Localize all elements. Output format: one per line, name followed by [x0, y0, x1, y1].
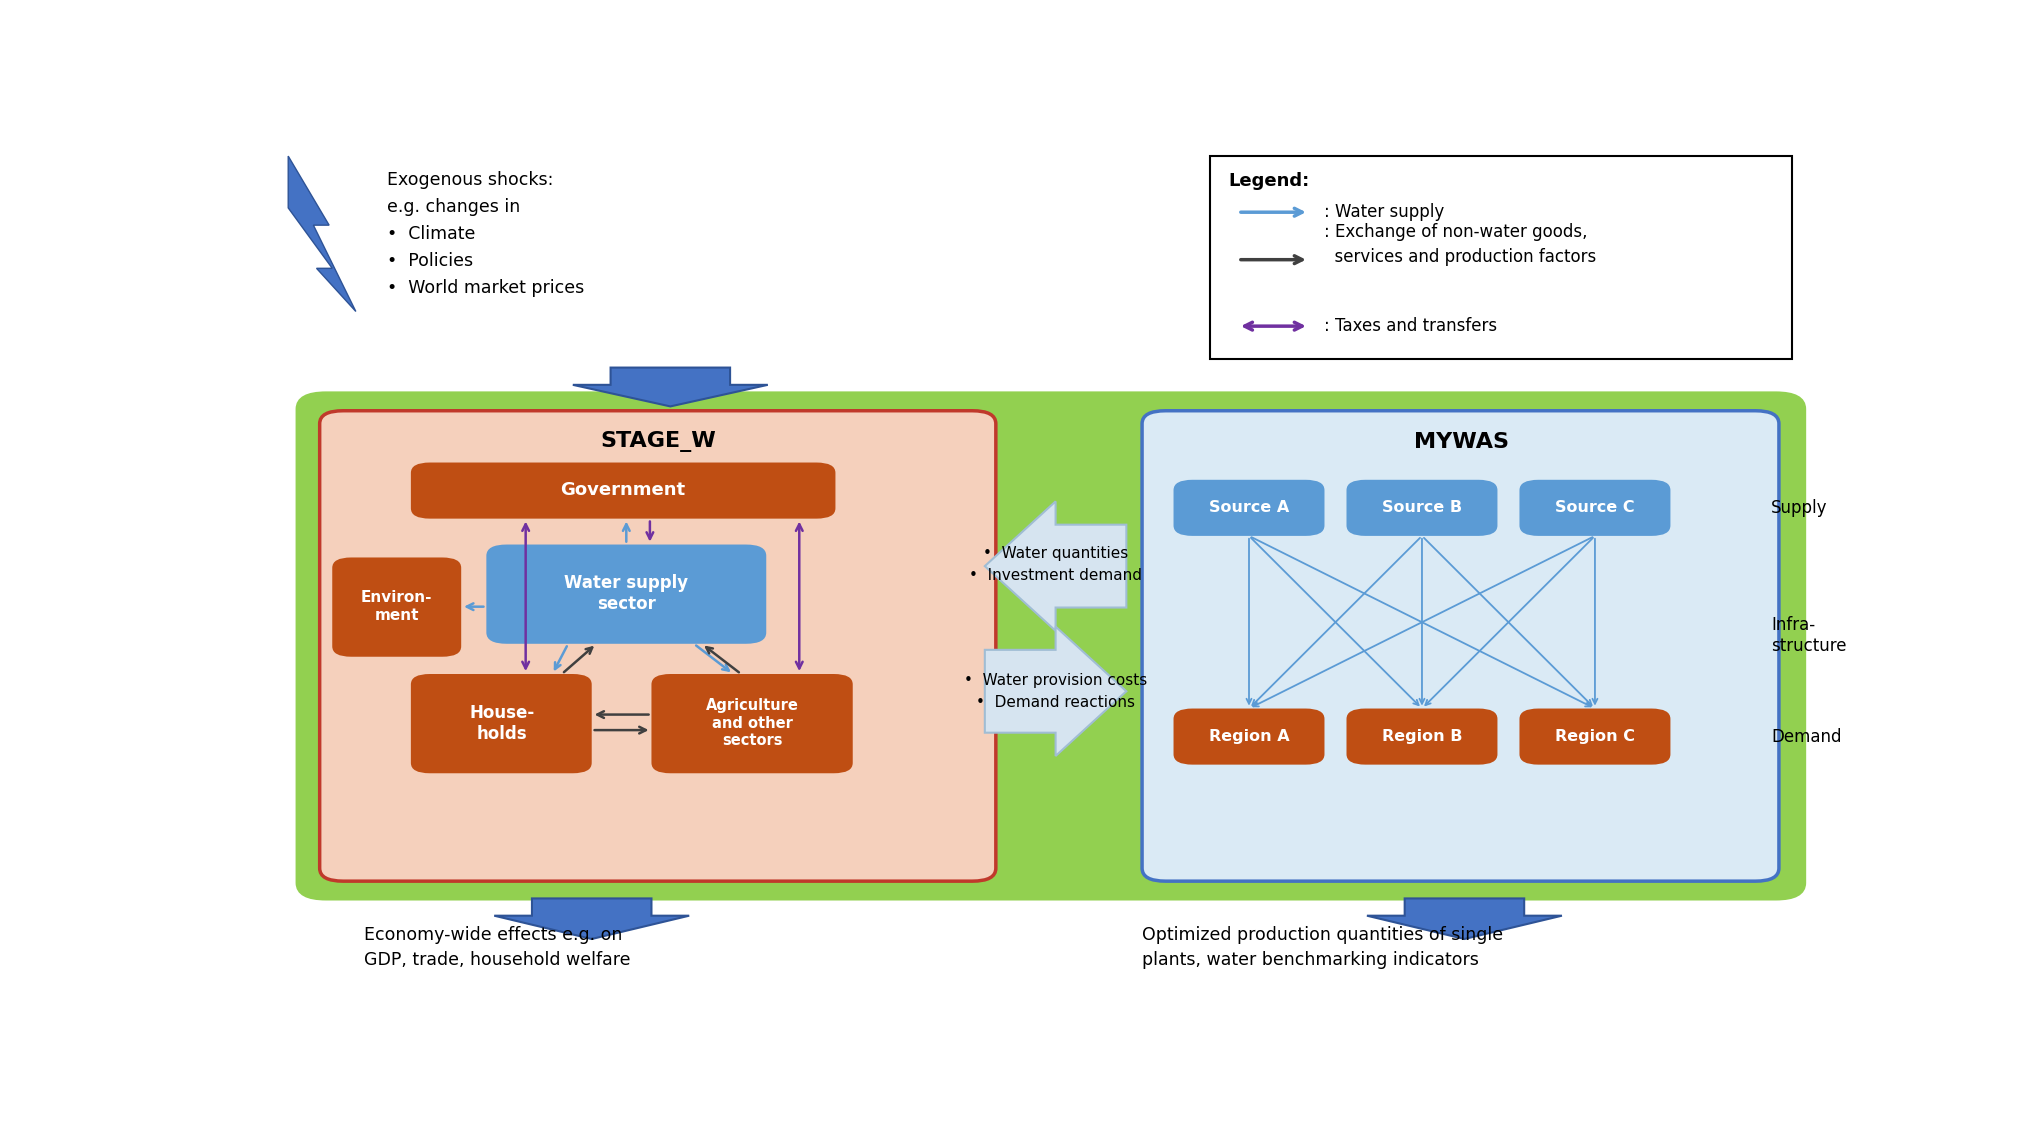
Polygon shape: [288, 156, 355, 312]
Text: Agriculture
and other
sectors: Agriculture and other sectors: [706, 698, 799, 748]
Text: Environ-
ment: Environ- ment: [361, 591, 432, 623]
Polygon shape: [495, 898, 690, 939]
Text: Water supply
sector: Water supply sector: [564, 574, 688, 613]
Text: STAGE_W: STAGE_W: [601, 432, 716, 452]
FancyBboxPatch shape: [333, 557, 461, 657]
FancyBboxPatch shape: [1520, 708, 1670, 765]
Text: Source C: Source C: [1554, 500, 1635, 516]
Text: Source A: Source A: [1209, 500, 1288, 516]
Text: Optimized production quantities of single
plants, water benchmarking indicators: Optimized production quantities of singl…: [1142, 926, 1503, 970]
FancyBboxPatch shape: [651, 674, 852, 773]
Text: Legend:: Legend:: [1230, 172, 1311, 189]
Text: : Taxes and transfers: : Taxes and transfers: [1325, 317, 1497, 335]
Polygon shape: [572, 368, 767, 407]
Polygon shape: [1368, 898, 1562, 939]
FancyBboxPatch shape: [1173, 708, 1325, 765]
Text: Government: Government: [560, 481, 686, 499]
Text: Supply: Supply: [1771, 499, 1828, 517]
Text: House-
holds: House- holds: [469, 704, 536, 742]
FancyBboxPatch shape: [412, 674, 592, 773]
FancyBboxPatch shape: [1347, 708, 1497, 765]
FancyBboxPatch shape: [298, 393, 1804, 898]
Text: Infra-
structure: Infra- structure: [1771, 615, 1846, 655]
Polygon shape: [984, 501, 1126, 631]
FancyBboxPatch shape: [1520, 480, 1670, 536]
Text: : Exchange of non-water goods,
  services and production factors: : Exchange of non-water goods, services …: [1325, 223, 1597, 266]
Text: Demand: Demand: [1771, 728, 1842, 745]
FancyBboxPatch shape: [1173, 480, 1325, 536]
Polygon shape: [984, 627, 1126, 756]
Text: Region A: Region A: [1209, 729, 1288, 744]
FancyBboxPatch shape: [1347, 480, 1497, 536]
Bar: [1209, 156, 1792, 359]
Text: Region B: Region B: [1382, 729, 1463, 744]
FancyBboxPatch shape: [412, 463, 836, 519]
Text: •  Water quantities
•  Investment demand: • Water quantities • Investment demand: [970, 546, 1142, 583]
Text: : Water supply: : Water supply: [1325, 203, 1445, 221]
Text: Economy-wide effects e.g. on
GDP, trade, household welfare: Economy-wide effects e.g. on GDP, trade,…: [363, 926, 631, 970]
Text: MYWAS: MYWAS: [1414, 432, 1510, 452]
Text: •  Water provision costs
•  Demand reactions: • Water provision costs • Demand reactio…: [964, 673, 1146, 710]
Text: Source B: Source B: [1382, 500, 1463, 516]
Text: Exogenous shocks:
e.g. changes in
•  Climate
•  Policies
•  World market prices: Exogenous shocks: e.g. changes in • Clim…: [388, 170, 584, 297]
FancyBboxPatch shape: [487, 545, 767, 643]
FancyBboxPatch shape: [1142, 410, 1779, 881]
Text: Region C: Region C: [1554, 729, 1635, 744]
FancyBboxPatch shape: [321, 410, 996, 881]
